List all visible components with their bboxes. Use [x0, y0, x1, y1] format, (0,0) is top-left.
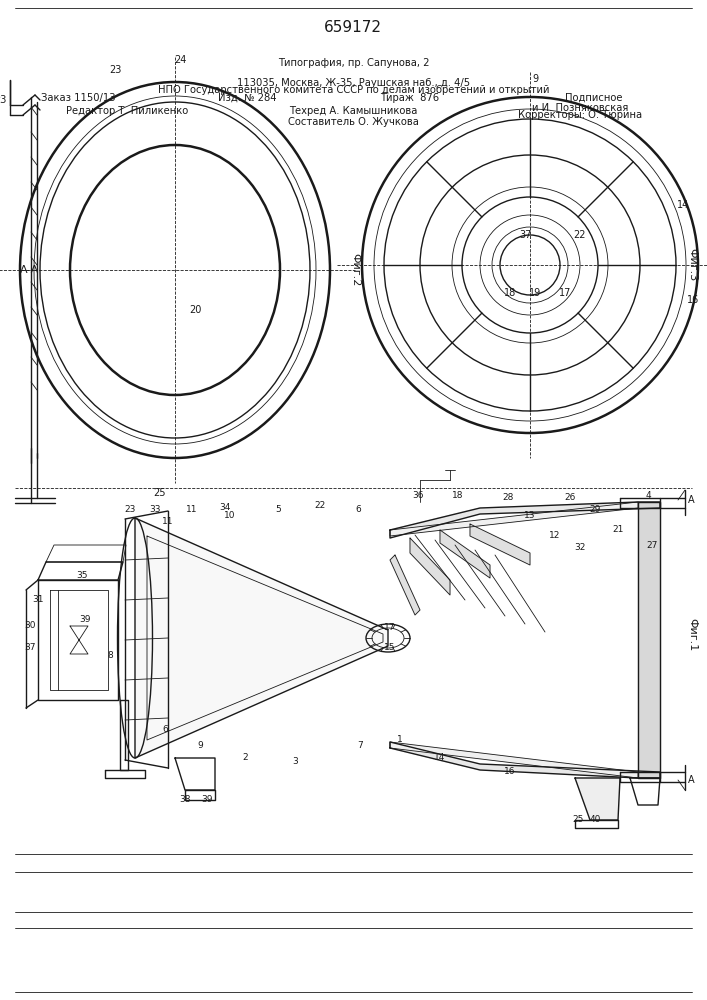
- Text: 5: 5: [275, 506, 281, 514]
- Text: 16: 16: [504, 768, 515, 776]
- Text: 39: 39: [79, 615, 90, 624]
- Polygon shape: [470, 524, 530, 565]
- Text: 113035, Москва, Ж-35, Раушская наб., д. 4/5: 113035, Москва, Ж-35, Раушская наб., д. …: [237, 78, 470, 88]
- Text: Фиг.2: Фиг.2: [350, 253, 360, 287]
- Text: 6: 6: [162, 726, 168, 734]
- Text: 27: 27: [646, 540, 658, 550]
- Text: 29: 29: [590, 506, 601, 514]
- Text: 2: 2: [243, 754, 248, 762]
- Text: Редактор Т. Пиликенко: Редактор Т. Пиликенко: [66, 106, 188, 116]
- Text: 22: 22: [574, 230, 586, 240]
- Text: 13: 13: [525, 510, 536, 520]
- Text: 26: 26: [564, 492, 575, 502]
- Text: Фиг.1: Фиг.1: [687, 618, 697, 652]
- Text: 18: 18: [504, 288, 516, 298]
- Text: 37: 37: [519, 230, 531, 240]
- Text: 30: 30: [24, 620, 36, 630]
- Polygon shape: [390, 502, 638, 536]
- Text: 39: 39: [201, 796, 213, 804]
- Text: 25: 25: [572, 816, 584, 824]
- Text: 23: 23: [0, 95, 6, 105]
- Text: 23: 23: [109, 65, 121, 75]
- Text: 24: 24: [174, 55, 186, 65]
- Text: Корректоры: О. Тюрина: Корректоры: О. Тюрина: [518, 110, 642, 120]
- Text: Подписное: Подписное: [565, 93, 623, 103]
- Text: 19: 19: [529, 288, 541, 298]
- Text: Фиг.3: Фиг.3: [687, 248, 697, 282]
- Text: 18: 18: [452, 490, 464, 499]
- Text: 6: 6: [355, 506, 361, 514]
- Text: 38: 38: [180, 796, 191, 804]
- Text: 4: 4: [645, 490, 651, 499]
- Text: НПО Государственного комитета СССР по делам изобретений и открытий: НПО Государственного комитета СССР по де…: [158, 85, 549, 95]
- Text: 37: 37: [24, 644, 36, 652]
- Text: Тираж  876: Тираж 876: [380, 93, 440, 103]
- Text: 15: 15: [384, 644, 396, 652]
- Text: и И. Позняковская: и И. Позняковская: [532, 103, 628, 113]
- Text: 7: 7: [357, 740, 363, 750]
- Text: 14: 14: [434, 754, 445, 762]
- Text: 9: 9: [532, 74, 538, 84]
- Text: 17: 17: [384, 624, 396, 633]
- Text: 20: 20: [189, 305, 201, 315]
- Text: 32: 32: [574, 544, 585, 552]
- Text: Заказ 1150/13: Заказ 1150/13: [40, 93, 115, 103]
- Polygon shape: [390, 742, 638, 778]
- Text: 33: 33: [149, 506, 160, 514]
- Text: 11: 11: [162, 518, 174, 526]
- Text: 8: 8: [107, 650, 113, 660]
- Text: Составитель О. Жучкова: Составитель О. Жучкова: [288, 117, 419, 127]
- Polygon shape: [390, 502, 660, 538]
- Text: 11: 11: [186, 506, 198, 514]
- Polygon shape: [575, 778, 620, 820]
- Text: 3: 3: [292, 758, 298, 766]
- Text: Техред А. Камышникова: Техред А. Камышникова: [289, 106, 418, 116]
- Text: 14: 14: [677, 200, 689, 210]
- Text: 36: 36: [412, 490, 423, 499]
- Text: 21: 21: [612, 526, 624, 534]
- Text: 25: 25: [153, 488, 166, 498]
- Text: Типография, пр. Сапунова, 2: Типография, пр. Сапунова, 2: [278, 58, 429, 68]
- Polygon shape: [638, 502, 660, 778]
- Text: 31: 31: [33, 595, 44, 604]
- Text: A: A: [688, 775, 694, 785]
- Text: 12: 12: [549, 530, 561, 540]
- Text: 22: 22: [315, 500, 326, 510]
- Polygon shape: [390, 555, 420, 615]
- Text: 16: 16: [687, 295, 699, 305]
- Text: 659172: 659172: [324, 20, 382, 35]
- Text: A: A: [688, 495, 694, 505]
- Text: 9: 9: [197, 740, 203, 750]
- Text: Изд. № 284: Изд. № 284: [218, 93, 276, 103]
- Text: 34: 34: [219, 504, 230, 512]
- Text: 40: 40: [590, 816, 601, 824]
- Text: 17: 17: [559, 288, 571, 298]
- Polygon shape: [440, 530, 490, 578]
- Text: 23: 23: [124, 506, 136, 514]
- Polygon shape: [135, 518, 388, 758]
- Text: 35: 35: [76, 570, 88, 580]
- Text: 28: 28: [502, 493, 514, 502]
- Text: 10: 10: [224, 510, 235, 520]
- Text: А-А: А-А: [20, 265, 40, 275]
- Text: 1: 1: [397, 736, 403, 744]
- Polygon shape: [390, 742, 660, 778]
- Polygon shape: [410, 538, 450, 595]
